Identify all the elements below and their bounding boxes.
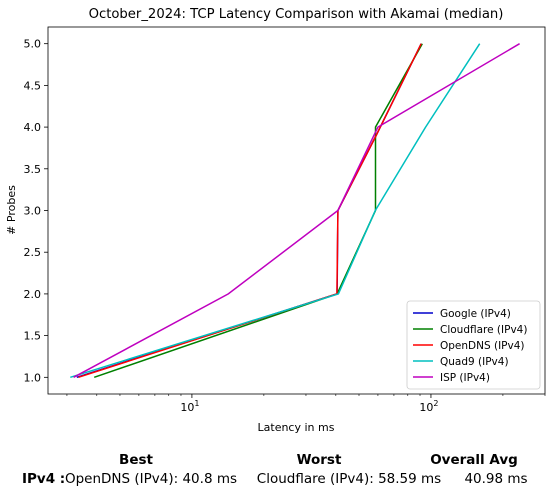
x-axis-label: Latency in ms [258, 421, 335, 434]
chart-title: October_2024: TCP Latency Comparison wit… [89, 7, 504, 22]
y-tick-label: 4.5 [24, 79, 42, 92]
series-line-quad9-ipv4 [70, 43, 481, 379]
legend-label-opendns-ipv4: OpenDNS (IPv4) [440, 340, 525, 352]
worst-header: Worst [296, 452, 342, 468]
y-tick-label: 3.0 [24, 205, 42, 218]
best-value: OpenDNS (IPv4): 40.8 ms [64, 471, 238, 487]
overall-avg-header: Overall Avg [430, 452, 518, 468]
x-tick-label: 101 [180, 399, 199, 414]
legend-label-quad9-ipv4: Quad9 (IPv4) [440, 356, 509, 368]
legend-label-google-ipv4: Google (IPv4) [440, 308, 511, 320]
chart-svg: October_2024: TCP Latency Comparison wit… [5, 7, 546, 434]
y-tick-label: 4.0 [24, 121, 42, 134]
ipv4-row-label: IPv4 : [22, 471, 66, 487]
plot-area: 101 102 1.0 1.5 2.0 2.5 3.0 3.5 4.0 4.5 5.0 Google … [24, 26, 546, 414]
y-tick-label: 2.5 [24, 246, 42, 259]
legend: Google (IPv4) Cloudflare (IPv4) OpenDNS (I… [406, 300, 541, 390]
latency-chart: October_2024: TCP Latency Comparison wit… [5, 7, 546, 434]
y-tick-label: 1.5 [24, 330, 42, 343]
legend-box [406, 300, 541, 390]
y-tick-label: 2.0 [24, 288, 42, 301]
y-axis-label: # Probes [5, 185, 18, 235]
y-tick-label: 1.0 [24, 371, 42, 384]
x-tick-label: 102 [419, 399, 438, 414]
legend-label-cloudflare-ipv4: Cloudflare (IPv4) [440, 324, 527, 336]
legend-label-isp-ipv4: ISP (IPv4) [440, 372, 490, 384]
series-line-isp-ipv4 [73, 43, 520, 378]
best-header: Best [119, 452, 153, 468]
plot-frame [47, 26, 546, 395]
overall-avg-value: 40.98 ms [464, 471, 528, 487]
y-tick-label: 3.5 [24, 163, 42, 176]
summary-table: Best Worst Overall Avg IPv4 : OpenDNS (I… [0, 450, 551, 496]
worst-value: Cloudflare (IPv4): 58.59 ms [256, 471, 442, 487]
y-tick-label: 5.0 [24, 38, 42, 51]
